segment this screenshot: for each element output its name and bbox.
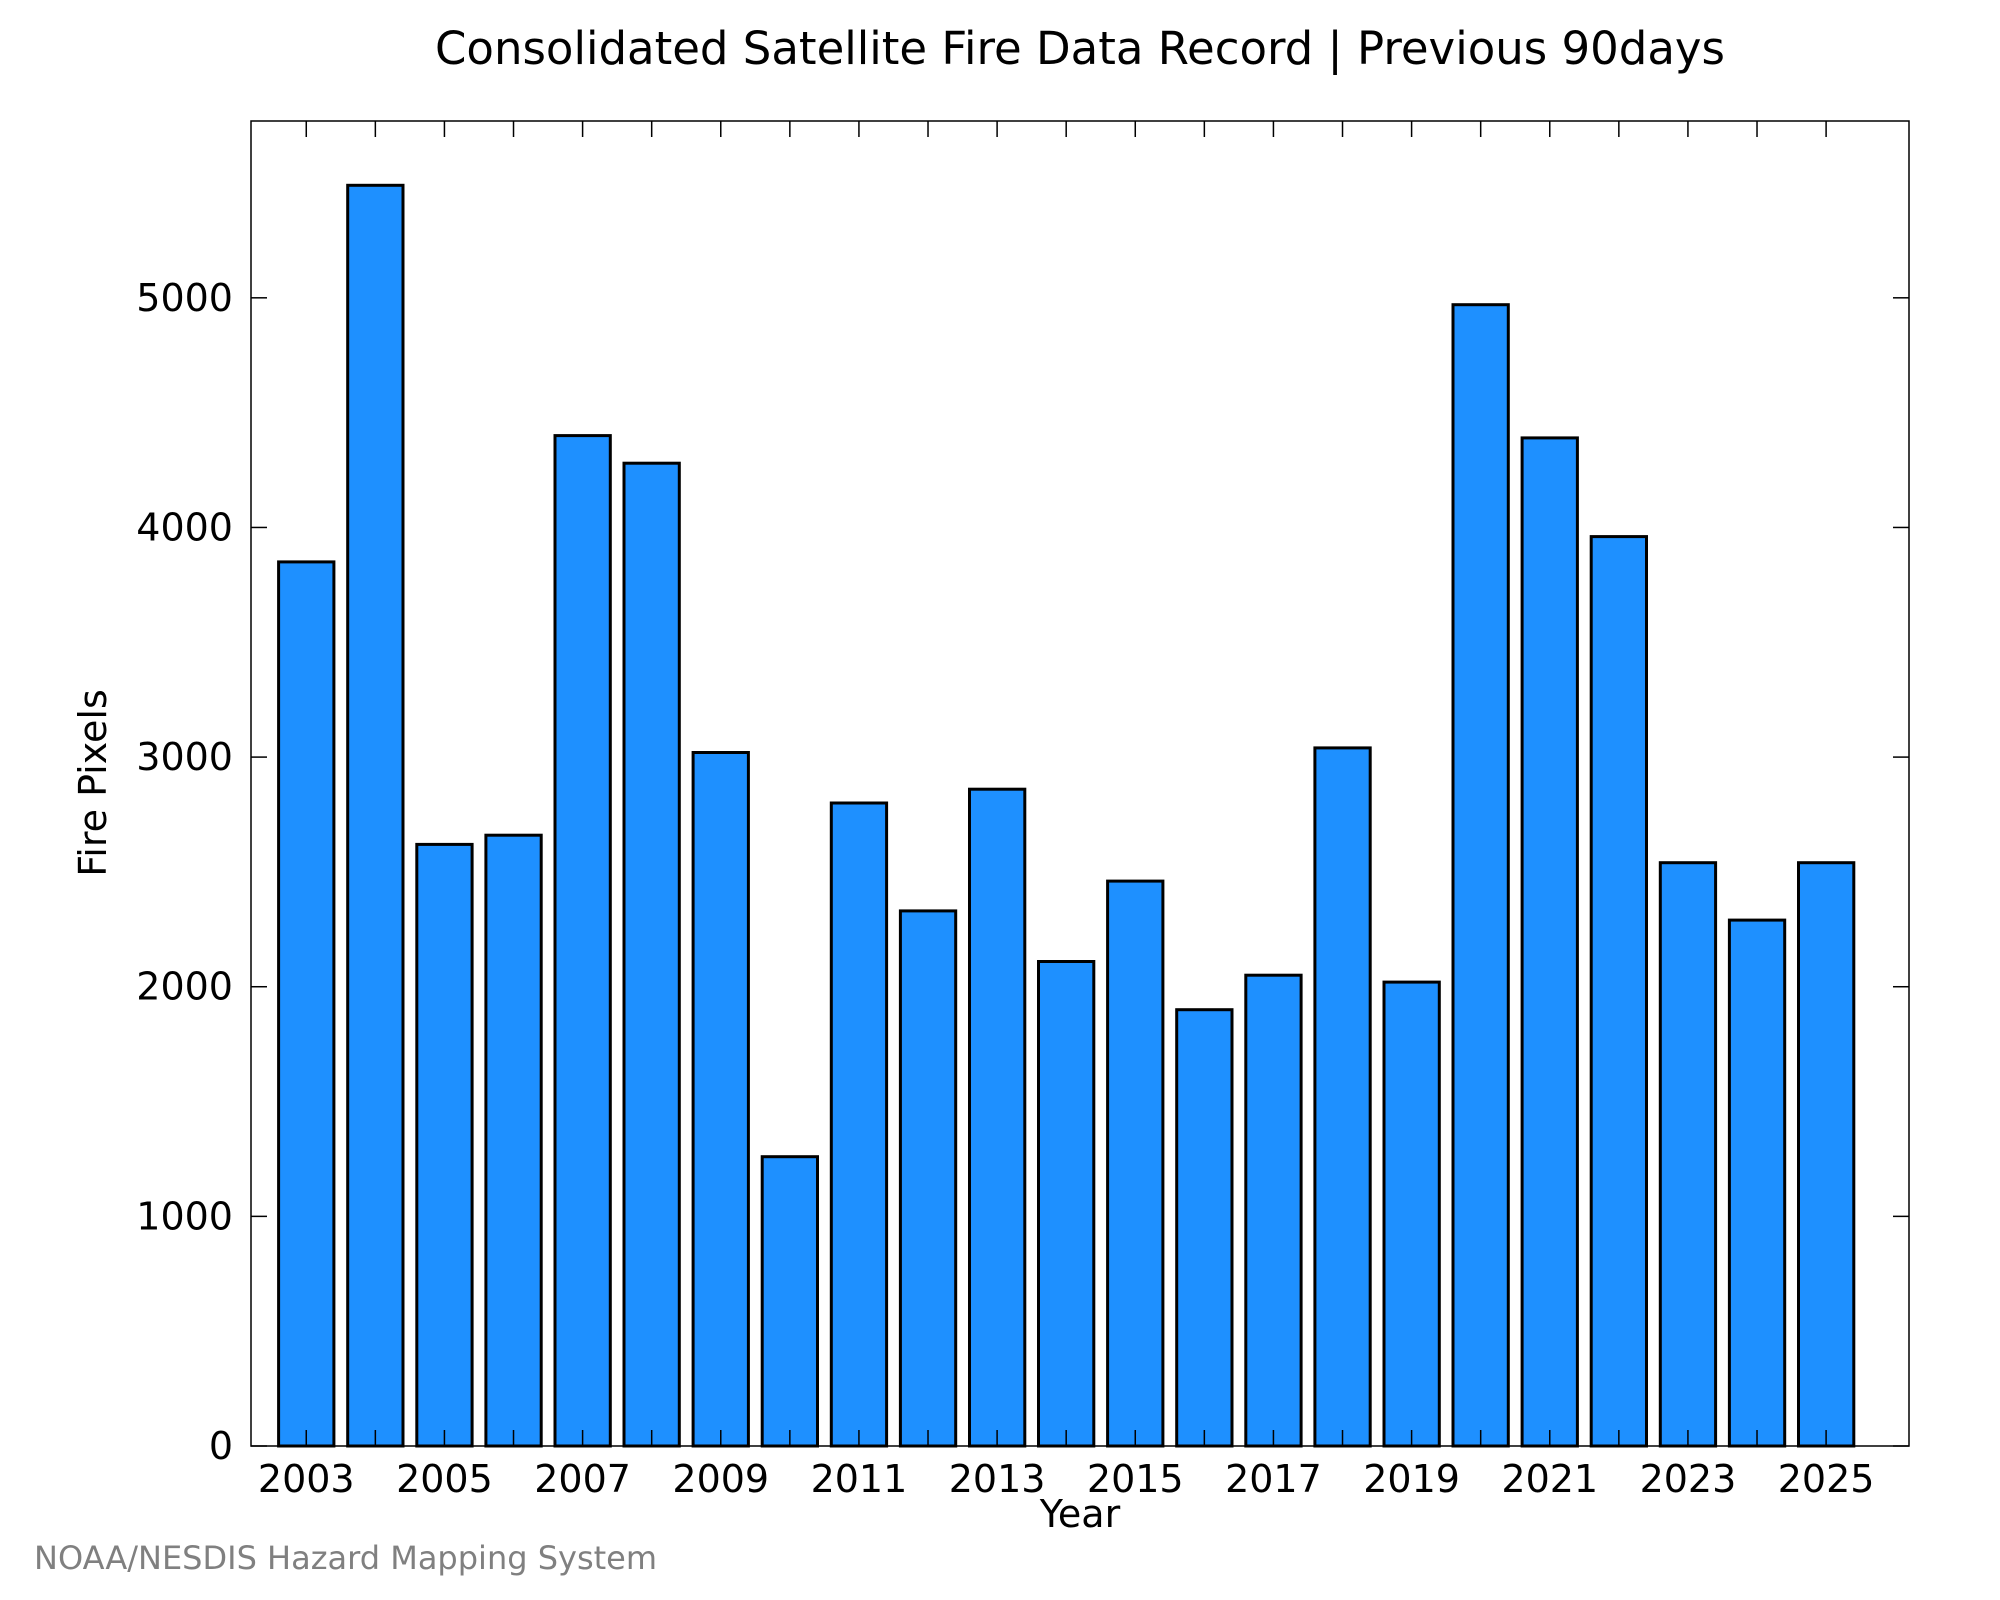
x-tick-label: 2005 [396,1457,493,1501]
bar-2008 [622,461,681,1448]
bar-2020 [1451,303,1510,1448]
bar-2003 [277,560,336,1448]
bar-2007 [553,434,612,1448]
bar-2004 [346,183,405,1448]
y-tick-label: 5000 [136,276,233,320]
x-tick-label: 2011 [811,1457,908,1501]
chart-title: Consolidated Satellite Fire Data Record … [435,22,1725,75]
bar-2009 [691,751,750,1448]
y-axis-label: Fire Pixels [71,689,115,877]
x-tick-label: 2009 [672,1457,769,1501]
plot-frame [250,120,1910,1447]
x-tick-label: 2025 [1778,1457,1875,1501]
bar-2014 [1037,960,1096,1448]
x-tick-label: 2023 [1640,1457,1737,1501]
y-tick-labels: 0 1000 2000 3000 4000 5000 [136,276,233,1468]
bar-2025 [1797,861,1856,1448]
bars [277,183,1856,1448]
y-tick-label: 4000 [136,505,233,549]
y-tick-label: 0 [209,1424,233,1468]
x-tick-label: 2017 [1225,1457,1322,1501]
bar-2021 [1520,436,1579,1448]
bar-2019 [1382,980,1441,1448]
bar-2018 [1313,746,1372,1448]
x-tick-label: 2021 [1501,1457,1598,1501]
x-tick-labels: 2003 2005 2007 2009 2011 2013 2015 2017 2019 2021… [258,1457,1875,1501]
bar-2023 [1658,861,1718,1448]
y-tick-label: 1000 [136,1194,233,1238]
bar-2012 [898,909,958,1448]
bar-2011 [829,801,889,1448]
bar-2022 [1589,535,1648,1448]
bar-2005 [415,842,474,1448]
x-tick-label: 2007 [534,1457,631,1501]
bar-2010 [760,1155,820,1448]
y-tick-label: 3000 [136,735,233,779]
bar-2016 [1175,1008,1234,1448]
bar-2024 [1727,918,1787,1448]
bar-2017 [1244,973,1303,1448]
x-axis-label: Year [1039,1492,1121,1536]
x-tick-label: 2003 [258,1457,355,1501]
y-tick-label: 2000 [136,965,233,1009]
bar-2006 [484,833,543,1448]
x-tick-label: 2019 [1363,1457,1460,1501]
x-tick-label: 2015 [1087,1457,1184,1501]
x-tick-label: 2013 [949,1457,1046,1501]
bar-2013 [968,787,1027,1448]
credit-text: NOAA/NESDIS Hazard Mapping System [34,1539,657,1577]
bar-2015 [1106,879,1165,1448]
